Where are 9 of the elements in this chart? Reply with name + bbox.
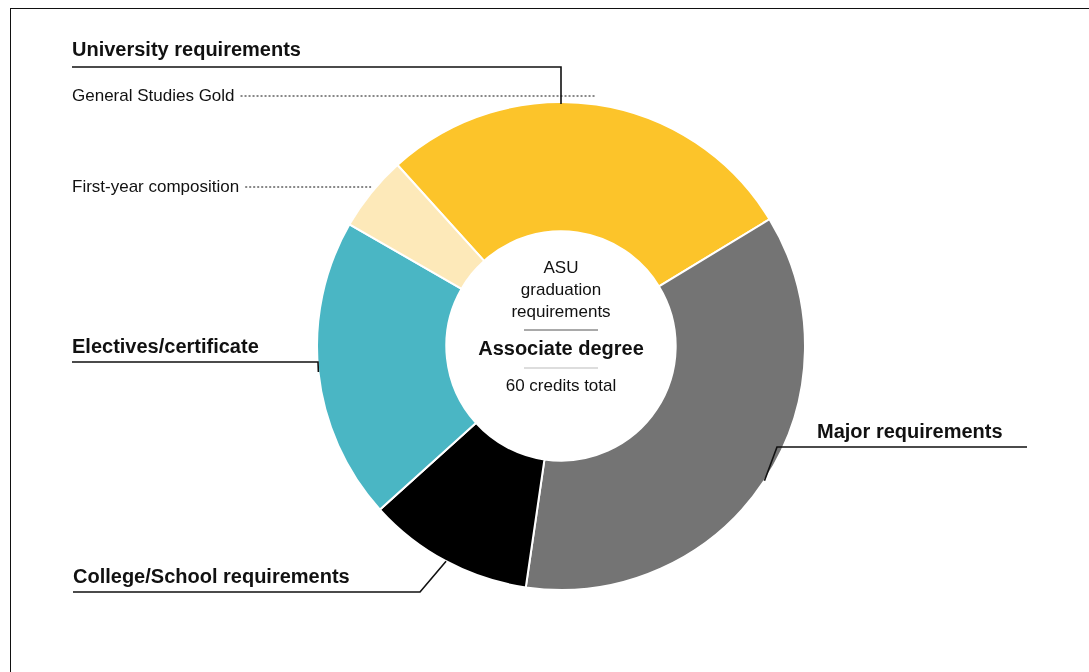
slice-label: Electives/certificate	[72, 335, 259, 357]
slice-label: First-year composition	[72, 177, 240, 196]
text: ASU graduation requirements	[511, 258, 611, 321]
text: 60 credits total	[505, 376, 617, 395]
slice-label: College/School requirements	[73, 565, 350, 587]
text: Associate degree	[478, 337, 644, 359]
slice-label: Major requirements	[817, 420, 1003, 442]
slice-label: General Studies Gold	[72, 86, 235, 105]
text: University requirements	[72, 38, 301, 60]
